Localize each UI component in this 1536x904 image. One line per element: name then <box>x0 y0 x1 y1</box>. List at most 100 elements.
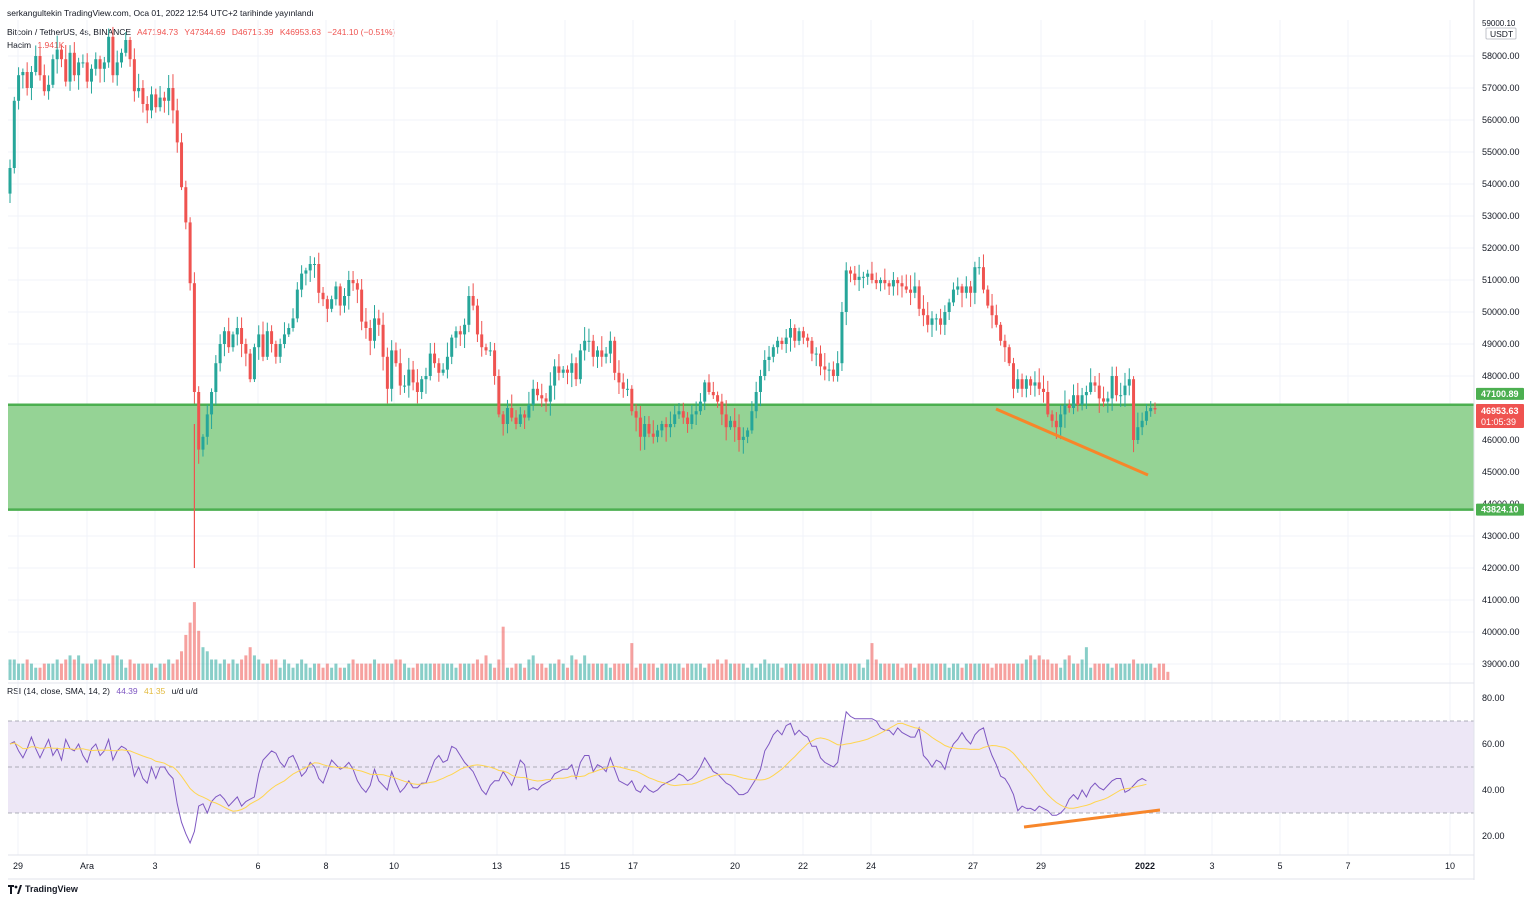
candle-body <box>1072 395 1076 408</box>
rsi-tick-label: 40.00 <box>1482 785 1505 795</box>
volume-bar <box>128 659 132 680</box>
candle-body <box>1119 395 1123 397</box>
candle-body <box>111 36 115 76</box>
volume-bar <box>596 663 600 680</box>
candle-body <box>317 264 321 293</box>
candle-body <box>480 334 484 348</box>
time-tick-label: 7 <box>1345 861 1350 871</box>
candle-body <box>94 59 98 69</box>
candle-body <box>154 94 158 108</box>
volume-legend[interactable]: Hacim 1.941K <box>7 40 68 50</box>
candle-body <box>394 350 398 364</box>
candle-body <box>1063 404 1067 415</box>
volume-bar <box>909 663 913 680</box>
candle-body <box>523 414 527 418</box>
volume-bar <box>171 663 175 680</box>
candle-body <box>741 436 745 440</box>
volume-bar <box>1166 671 1170 680</box>
volume-bar <box>295 663 299 680</box>
candle-body <box>703 382 707 402</box>
candle-body <box>227 331 231 348</box>
volume-bar <box>763 659 767 680</box>
candle-body <box>38 56 42 76</box>
candle-body <box>274 344 278 357</box>
volume-bar <box>1067 655 1071 680</box>
volume-bar <box>1140 663 1144 680</box>
candle-body <box>351 280 355 284</box>
volume-bar <box>1042 659 1045 680</box>
candle-body <box>377 318 381 325</box>
candle-body <box>300 273 304 290</box>
volume-bar <box>501 626 505 680</box>
volume-bar <box>458 663 462 680</box>
volume-bar <box>424 663 428 680</box>
volume-bar <box>1011 663 1015 680</box>
volume-bar <box>737 663 741 680</box>
volume-bar <box>180 651 184 680</box>
volume-bar <box>784 663 788 680</box>
candle-body <box>518 414 522 424</box>
symbol-legend[interactable]: Bitcoin / TetherUS, 4s, BINANCE A47194.7… <box>7 27 399 37</box>
volume-bar <box>394 659 398 680</box>
candle-body <box>141 88 145 104</box>
candle-body <box>403 385 407 387</box>
volume-bar <box>1059 667 1063 680</box>
volume-bar <box>248 647 252 680</box>
candle-body <box>128 40 132 60</box>
volume-bar <box>445 663 449 680</box>
volume-bar <box>1119 663 1123 680</box>
candle-body <box>840 312 844 364</box>
candle-body <box>514 417 518 424</box>
candle-body <box>874 280 878 284</box>
volume-bar <box>1063 659 1067 680</box>
candle-body <box>913 286 917 293</box>
candle-body <box>407 369 411 386</box>
candle-body <box>746 430 750 437</box>
rsi-tick-label: 80.00 <box>1482 693 1505 703</box>
volume-bar <box>917 663 921 680</box>
volume-bar <box>956 663 960 680</box>
candle-body <box>583 340 587 351</box>
candle-body <box>1132 379 1136 440</box>
candle-body <box>8 168 12 194</box>
candle-body <box>698 401 702 412</box>
candle-body <box>553 366 557 386</box>
candle-body <box>934 318 938 320</box>
volume-bar <box>338 667 342 680</box>
volume-bar <box>428 663 432 680</box>
close-value: K46953.63 <box>279 27 321 37</box>
volume-bar <box>797 663 801 680</box>
volume-bar <box>844 663 848 680</box>
tradingview-brand: TradingView <box>25 884 78 894</box>
volume-bar <box>1046 659 1050 680</box>
candle-body <box>561 369 565 373</box>
volume-bar <box>891 663 895 680</box>
time-tick-label: 8 <box>323 861 328 871</box>
candle-body <box>1093 382 1097 386</box>
time-tick-label: 29 <box>1036 861 1046 871</box>
tradingview-logo[interactable]: TradingView <box>8 884 78 894</box>
volume-bar <box>1093 663 1097 680</box>
volume-bar <box>497 659 501 680</box>
candle-body <box>831 369 835 376</box>
volume-bar <box>158 663 162 680</box>
candle-body <box>793 328 797 341</box>
volume-bar <box>407 667 411 680</box>
time-tick-label: 15 <box>560 861 570 871</box>
candle-body <box>1042 388 1045 392</box>
price-tick-label: 45000.00 <box>1482 467 1520 477</box>
candle-body <box>557 366 561 373</box>
volume-bar <box>162 663 166 680</box>
volume-bar <box>120 659 123 680</box>
volume-bar <box>450 663 454 680</box>
price-tick-label: 55000.00 <box>1482 147 1520 157</box>
price-tick-label: 54000.00 <box>1482 179 1520 189</box>
volume-bar <box>265 663 269 680</box>
candle-body <box>617 372 621 383</box>
volume-bar <box>1076 663 1080 680</box>
candle-body <box>1114 376 1118 396</box>
volume-bar <box>840 663 844 680</box>
volume-bar <box>921 663 925 680</box>
candle-body <box>21 72 25 76</box>
